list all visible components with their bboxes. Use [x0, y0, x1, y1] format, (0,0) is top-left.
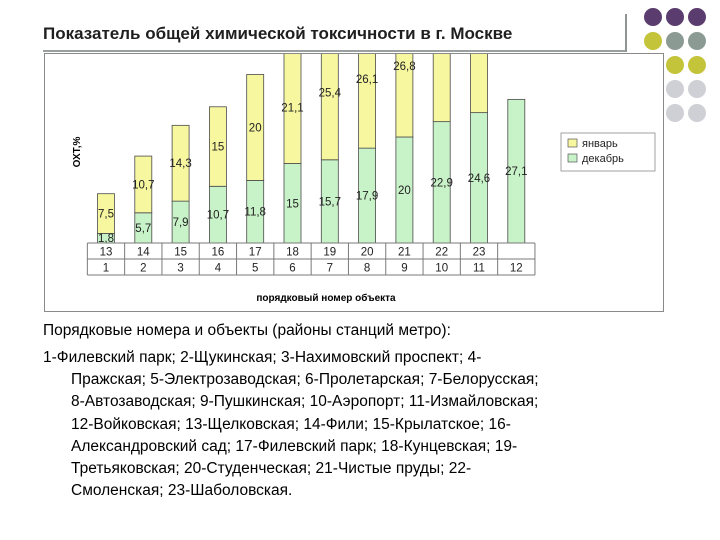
- data-label-december: 1,8: [98, 233, 114, 245]
- bar-january: [171, 124, 190, 202]
- data-label-december: 27,1: [505, 166, 527, 178]
- data-label-january: 27,9: [431, 54, 453, 55]
- data-label-december: 11,8: [244, 207, 266, 219]
- data-label-january: 25,4: [319, 87, 342, 99]
- objects-list-line: Александровский сад; 17-Филевский парк; …: [71, 437, 518, 455]
- toxicity-bar-chart: 7,51,810,75,714,37,91510,72011,821,11525…: [72, 54, 656, 304]
- bar-january: [97, 193, 115, 234]
- objects-list: 1-Филевский парк; 2-Щукинская; 3-Нахимов…: [43, 347, 683, 502]
- data-label-january: 21,1: [281, 103, 303, 115]
- data-label-january: 26,8: [393, 61, 415, 73]
- bar-january: [395, 54, 414, 138]
- x-tick-label-top: 23: [473, 247, 486, 259]
- chart-frame: 7,5 1,8 10,7 5,7 14,3 7,9 15 10,7 20 11,8 21,1 15 25…: [44, 53, 664, 312]
- decorative-dot: [644, 32, 662, 50]
- value-labels-layer: 7,5 1,8 10,7 5,7 14,3 7,9 15 10,7 20 11,8 21,1 15 25…: [98, 54, 527, 245]
- x-tick-label-top: 20: [361, 247, 374, 259]
- objects-list-line: 12-Войковская; 13-Щелковская; 14-Фили; 1…: [71, 415, 511, 433]
- slide-title: Показатель общей химической токсичности …: [43, 24, 513, 43]
- bar-january: [470, 54, 488, 114]
- decorative-dot: [666, 56, 684, 74]
- x-tick-label: 7: [327, 263, 333, 275]
- decorative-dot: [666, 32, 684, 50]
- decorative-dot: [688, 8, 706, 26]
- x-tick-label-top: 22: [435, 247, 448, 259]
- decorative-dot: [688, 32, 706, 50]
- x-tick-label-top: 18: [286, 247, 299, 259]
- data-label-december: 10,7: [207, 210, 229, 222]
- bar-january: [283, 54, 302, 164]
- title-divider: [43, 50, 625, 52]
- data-label-january: 10,7: [132, 179, 154, 191]
- x-tick-label: 5: [252, 263, 258, 275]
- objects-list-line: 8-Автозаводская; 9-Пушкинская; 10-Аэропо…: [71, 393, 539, 411]
- decorative-dot: [666, 80, 684, 98]
- x-axis-label: порядковый номер объекта: [256, 292, 396, 304]
- legend: январь декабрь: [560, 132, 656, 172]
- data-label-january: 20: [249, 122, 262, 134]
- objects-caption: Порядковые номера и объекты (районы стан…: [43, 322, 451, 339]
- x-tick-label-top: 21: [398, 247, 411, 259]
- objects-list-line: Третьяковская; 20-Студенческая; 21-Чисты…: [71, 460, 472, 478]
- x-tick-label: 8: [364, 263, 370, 275]
- x-tick-label-top: 15: [174, 247, 187, 259]
- x-tick-label: 2: [140, 263, 146, 275]
- decorative-dot: [688, 80, 706, 98]
- x-tick-label-top: 17: [249, 247, 262, 259]
- x-tick-label: 11: [473, 263, 485, 275]
- bars-layer: [97, 54, 526, 244]
- data-label-december: 17,9: [356, 191, 378, 203]
- legend-swatch: [567, 138, 578, 148]
- legend-swatch: [567, 153, 578, 163]
- x-tick-label: 4: [215, 263, 222, 275]
- bar-january: [246, 74, 265, 181]
- objects-list-line: Пражская; 5-Электрозаводская; 6-Пролетар…: [71, 371, 539, 389]
- decorative-dot: [688, 56, 706, 74]
- data-label-december: 15: [286, 198, 299, 210]
- decorative-dot: [688, 104, 706, 122]
- data-label-december: 5,7: [135, 223, 151, 235]
- data-label-december: 22,9: [431, 177, 453, 189]
- bar-january: [358, 54, 377, 149]
- x-tick-label-top: 14: [137, 247, 150, 259]
- decorative-dot: [666, 8, 684, 26]
- data-label-january: 15: [212, 142, 225, 154]
- x-tick-label: 9: [401, 263, 407, 275]
- x-tick-label: 1: [103, 263, 109, 275]
- legend-label: январь: [582, 138, 618, 150]
- x-tick-label: 3: [177, 263, 183, 275]
- decorative-dot: [644, 8, 662, 26]
- legend-label: декабрь: [582, 153, 624, 165]
- x-axis-table: 13 1 14 2 15 3 16 4 17 5 18 6 19 7 20 8 21 9 22 10 23 11 12: [86, 242, 536, 276]
- data-label-january: 14,3: [169, 158, 191, 170]
- x-tick-label-top: 13: [100, 247, 113, 259]
- data-label-december: 15,7: [319, 196, 341, 208]
- bar-january: [320, 54, 339, 161]
- objects-list-line: 1-Филевский парк; 2-Щукинская; 3-Нахимов…: [43, 349, 482, 366]
- decorative-dot: [666, 104, 684, 122]
- bar-january: [134, 155, 153, 214]
- data-label-december: 24,6: [468, 173, 490, 185]
- title-vertical-divider: [625, 14, 627, 52]
- x-tick-label-top: 16: [212, 247, 225, 259]
- x-tick-label: 12: [510, 263, 523, 275]
- data-label-january: 7,5: [98, 209, 114, 221]
- y-axis-label: ОХТ,%: [72, 136, 83, 167]
- data-label-december: 20: [398, 185, 411, 197]
- x-tick-label: 6: [289, 263, 295, 275]
- data-label-december: 7,9: [173, 217, 189, 229]
- x-tick-label-top: 19: [323, 247, 336, 259]
- bar-january: [208, 106, 227, 187]
- x-tick-label: 10: [435, 263, 448, 275]
- bar-january: [432, 54, 451, 123]
- objects-list-line: Смоленская; 23-Шаболовская.: [71, 482, 293, 500]
- data-label-january: 26,1: [356, 74, 378, 86]
